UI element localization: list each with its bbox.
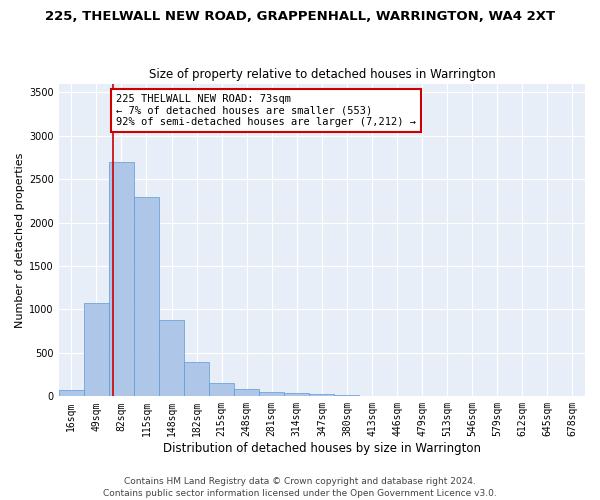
Bar [184, 362, 209, 396]
Bar [234, 388, 259, 396]
Bar [59, 390, 84, 396]
Bar [209, 383, 234, 396]
Text: Contains HM Land Registry data © Crown copyright and database right 2024.
Contai: Contains HM Land Registry data © Crown c… [103, 476, 497, 498]
Text: 225, THELWALL NEW ROAD, GRAPPENHALL, WARRINGTON, WA4 2XT: 225, THELWALL NEW ROAD, GRAPPENHALL, WAR… [45, 10, 555, 23]
Bar [134, 196, 159, 396]
Bar [84, 302, 109, 396]
Bar [284, 393, 310, 396]
X-axis label: Distribution of detached houses by size in Warrington: Distribution of detached houses by size … [163, 442, 481, 455]
Text: 225 THELWALL NEW ROAD: 73sqm
← 7% of detached houses are smaller (553)
92% of se: 225 THELWALL NEW ROAD: 73sqm ← 7% of det… [116, 94, 416, 127]
Bar [259, 392, 284, 396]
Title: Size of property relative to detached houses in Warrington: Size of property relative to detached ho… [149, 68, 495, 81]
Y-axis label: Number of detached properties: Number of detached properties [15, 152, 25, 328]
Bar [310, 394, 334, 396]
Bar [109, 162, 134, 396]
Bar [159, 320, 184, 396]
